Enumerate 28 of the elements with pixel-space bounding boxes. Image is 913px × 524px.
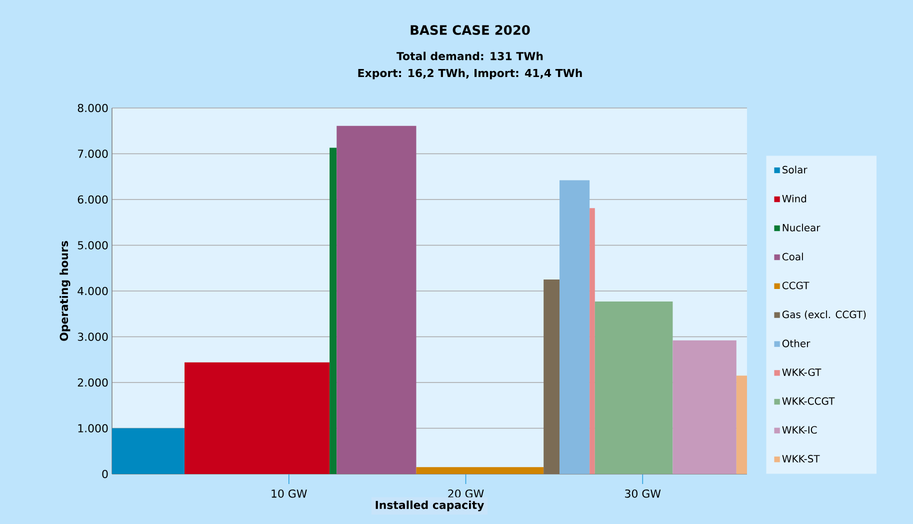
legend-label: Wind: [782, 194, 806, 202]
y-tick-label: 2.000: [78, 378, 108, 387]
legend-label: WKK-GT: [782, 368, 822, 376]
x-tick-label: 20 GW: [448, 489, 484, 498]
legend-label: Solar: [782, 166, 808, 174]
legend-label: Nuclear: [782, 224, 820, 232]
legend-label: WKK-ST: [782, 454, 820, 462]
x-tick-label: 30 GW: [625, 489, 661, 498]
chart-subtitle: Total demand: 131 TWh: [396, 52, 543, 60]
y-tick-label: 7.000: [78, 150, 108, 158]
legend-label: Gas (excl. CCGT): [782, 310, 866, 320]
legend-label: CCGT: [782, 282, 810, 290]
legend-label: WKK-CCGT: [782, 397, 835, 405]
y-tick-label: 1.000: [78, 424, 108, 432]
y-axis-title: Operating hours: [60, 241, 70, 341]
y-tick-label: 3.000: [78, 332, 108, 341]
legend-label: Other: [782, 340, 810, 348]
y-tick-label: 8.000: [78, 104, 108, 112]
text: Export: 16,2 TWh, Import: 41,4 TWh: [358, 68, 582, 80]
y-tick-label: 4.000: [78, 286, 108, 296]
y-tick-label: 0: [102, 470, 108, 478]
chart-title: BASE CASE 2020: [410, 25, 530, 35]
x-axis-title: Installed capacity: [376, 500, 484, 512]
y-tick-label: 6.000: [78, 195, 108, 204]
legend-label: Coal: [782, 252, 803, 260]
legend-label: WKK-IC: [782, 426, 817, 434]
y-tick-label: 5.000: [78, 241, 108, 250]
x-tick-label: 10 GW: [272, 489, 307, 498]
